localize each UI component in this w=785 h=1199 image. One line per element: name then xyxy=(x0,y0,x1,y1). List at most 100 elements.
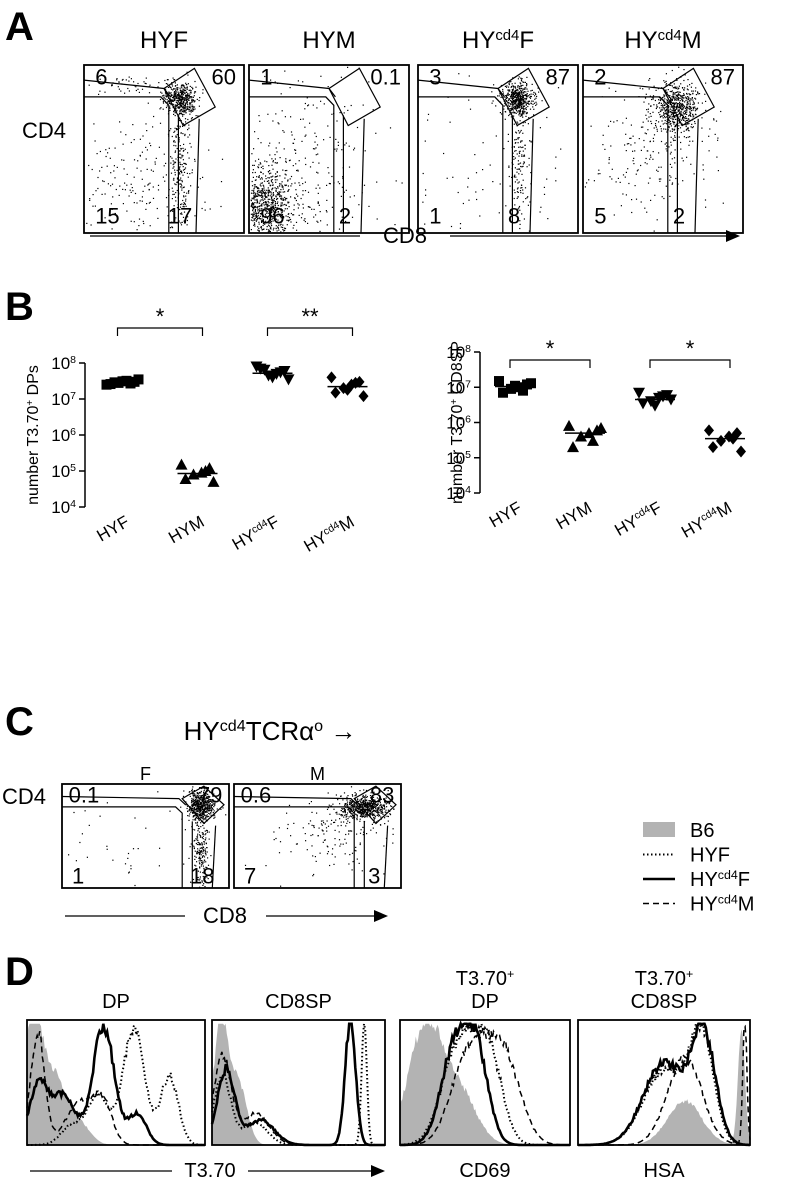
event-dot xyxy=(185,96,187,98)
event-dot xyxy=(648,88,650,90)
event-dot xyxy=(139,138,141,140)
event-dot xyxy=(339,112,341,114)
event-dot xyxy=(671,183,673,185)
event-dot xyxy=(199,858,201,860)
event-dot xyxy=(667,112,669,114)
event-dot xyxy=(180,113,183,115)
event-dot xyxy=(195,797,197,799)
event-dot xyxy=(205,799,207,801)
event-dot xyxy=(352,801,354,803)
quadrant-value: 8 xyxy=(508,204,520,229)
event-dot xyxy=(270,193,272,195)
event-dot xyxy=(265,203,267,205)
event-dot xyxy=(527,100,529,102)
event-dot xyxy=(682,160,684,162)
event-dot xyxy=(192,96,194,98)
event-dot xyxy=(513,111,515,113)
event-dot xyxy=(194,812,196,814)
event-dot xyxy=(145,77,147,79)
event-dot xyxy=(270,179,272,181)
event-dot xyxy=(123,159,125,161)
event-dot xyxy=(514,82,516,84)
event-dot xyxy=(262,220,264,222)
event-dot xyxy=(670,151,672,153)
event-dot xyxy=(355,793,357,795)
event-dot xyxy=(178,97,180,99)
event-dot xyxy=(181,106,184,108)
superscript: 7 xyxy=(70,390,76,402)
event-dot xyxy=(673,123,675,125)
event-dot xyxy=(196,822,198,824)
event-dot xyxy=(208,808,210,810)
event-dot xyxy=(667,89,669,91)
event-dot xyxy=(517,160,519,162)
event-dot xyxy=(666,145,668,147)
event-dot xyxy=(332,848,334,850)
event-dot xyxy=(649,158,651,160)
dot-cloud xyxy=(422,73,562,232)
event-dot xyxy=(387,802,389,804)
event-dot xyxy=(351,801,353,803)
event-dot xyxy=(526,166,528,168)
event-dot xyxy=(188,192,190,194)
event-dot xyxy=(373,819,375,821)
event-dot xyxy=(356,816,358,818)
event-dot xyxy=(272,168,274,170)
event-dot xyxy=(704,199,707,201)
event-dot xyxy=(633,163,635,165)
event-dot xyxy=(508,105,511,107)
event-dot xyxy=(179,110,181,112)
event-dot xyxy=(184,107,186,109)
event-dot xyxy=(172,96,174,99)
event-dot xyxy=(379,797,381,799)
event-dot xyxy=(173,220,176,222)
event-dot xyxy=(520,113,522,115)
event-dot xyxy=(351,805,354,808)
event-dot xyxy=(681,123,683,125)
event-dot xyxy=(687,119,689,122)
event-dot xyxy=(519,146,521,148)
event-dot xyxy=(344,803,346,805)
event-dot xyxy=(261,229,263,231)
event-dot xyxy=(370,792,372,794)
event-dot xyxy=(181,102,184,104)
event-dot xyxy=(196,797,198,799)
event-dot xyxy=(522,165,524,167)
event-dot xyxy=(198,814,200,816)
event-dot xyxy=(511,103,513,105)
event-dot xyxy=(298,182,300,184)
event-dot xyxy=(507,99,509,102)
event-dot xyxy=(207,807,209,809)
gate xyxy=(62,806,183,888)
event-dot xyxy=(525,91,527,93)
event-dot xyxy=(387,820,389,822)
event-dot xyxy=(664,98,666,100)
event-dot xyxy=(183,109,186,111)
event-dot xyxy=(182,84,184,86)
event-dot xyxy=(658,102,661,104)
event-dot xyxy=(183,89,186,91)
event-dot xyxy=(204,848,206,850)
event-dot xyxy=(174,110,176,112)
text-part: HYM xyxy=(302,27,355,54)
event-dot xyxy=(689,111,691,113)
event-dot xyxy=(368,803,370,806)
event-dot xyxy=(259,162,261,164)
event-dot xyxy=(683,69,685,71)
event-dot xyxy=(265,865,267,867)
event-dot xyxy=(686,93,688,95)
event-dot xyxy=(665,73,667,75)
event-dot xyxy=(516,91,518,93)
event-dot xyxy=(135,86,137,88)
event-dot xyxy=(680,97,682,99)
event-dot xyxy=(658,166,660,168)
event-dot xyxy=(276,202,278,205)
event-dot xyxy=(147,184,149,186)
event-dot xyxy=(188,106,190,108)
event-dot xyxy=(179,119,181,122)
text-part: HY xyxy=(462,27,495,54)
event-dot xyxy=(181,164,183,166)
event-dot xyxy=(190,118,193,120)
event-dot xyxy=(84,810,86,812)
event-dot xyxy=(316,171,318,173)
